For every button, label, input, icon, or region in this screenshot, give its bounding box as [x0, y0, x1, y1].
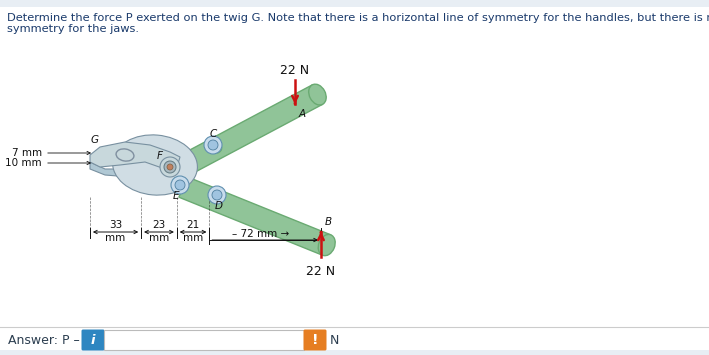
Text: – 72 mm →: – 72 mm → — [232, 229, 289, 239]
Circle shape — [204, 136, 222, 154]
Text: mm: mm — [149, 233, 169, 243]
Circle shape — [175, 180, 185, 190]
Ellipse shape — [212, 195, 222, 203]
Ellipse shape — [308, 84, 326, 105]
FancyBboxPatch shape — [82, 329, 104, 350]
Ellipse shape — [113, 135, 197, 195]
FancyBboxPatch shape — [0, 350, 709, 355]
Text: mm: mm — [106, 233, 125, 243]
Text: 22 N: 22 N — [281, 64, 310, 77]
Circle shape — [160, 157, 180, 177]
FancyBboxPatch shape — [104, 330, 304, 350]
Text: N: N — [330, 333, 340, 346]
Text: F: F — [157, 151, 163, 161]
Text: mm: mm — [183, 233, 203, 243]
Text: 10 mm: 10 mm — [6, 158, 42, 168]
Text: 22 N: 22 N — [306, 265, 335, 278]
Ellipse shape — [318, 234, 335, 256]
Text: 21: 21 — [186, 220, 200, 230]
Text: B: B — [325, 217, 332, 227]
Circle shape — [167, 164, 173, 170]
Polygon shape — [180, 85, 323, 175]
Text: C: C — [210, 129, 217, 139]
Text: 23: 23 — [152, 220, 166, 230]
Text: G: G — [91, 135, 99, 145]
Circle shape — [208, 140, 218, 150]
Text: i: i — [91, 333, 95, 346]
Polygon shape — [90, 162, 180, 187]
Text: E: E — [173, 191, 179, 201]
Circle shape — [208, 186, 226, 204]
Text: 7 mm: 7 mm — [12, 148, 42, 158]
FancyBboxPatch shape — [0, 0, 709, 7]
Text: 33: 33 — [109, 220, 122, 230]
Ellipse shape — [212, 145, 222, 153]
Circle shape — [164, 161, 176, 173]
Circle shape — [212, 190, 222, 200]
Polygon shape — [179, 177, 331, 255]
Circle shape — [171, 176, 189, 194]
Text: Answer: P –: Answer: P – — [8, 334, 79, 348]
Text: Determine the force ​P​ exerted on the twig G. Note that there is a horizontal l: Determine the force ​P​ exerted on the t… — [7, 13, 709, 23]
Text: !: ! — [312, 333, 318, 347]
FancyBboxPatch shape — [303, 329, 327, 350]
Text: A: A — [299, 109, 306, 119]
Polygon shape — [90, 142, 180, 174]
Text: symmetry for the jaws.: symmetry for the jaws. — [7, 24, 139, 34]
Text: D: D — [215, 201, 223, 211]
